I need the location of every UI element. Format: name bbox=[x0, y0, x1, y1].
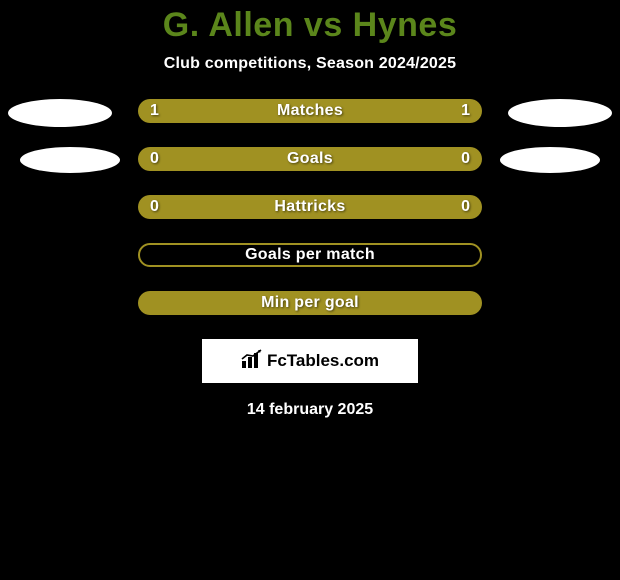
stat-label: Hattricks bbox=[274, 198, 345, 216]
player-left-disc bbox=[8, 99, 112, 127]
stat-row-matches: 1 Matches 1 bbox=[0, 99, 620, 123]
stat-value-left: 1 bbox=[150, 102, 159, 120]
stat-value-left: 0 bbox=[150, 150, 159, 168]
stat-row-hattricks: 0 Hattricks 0 bbox=[0, 195, 620, 219]
player-right-disc bbox=[508, 99, 612, 127]
stat-label: Matches bbox=[277, 102, 343, 120]
stat-value-right: 0 bbox=[461, 198, 470, 216]
stat-row-goals: 0 Goals 0 bbox=[0, 147, 620, 171]
stats-container: 1 Matches 1 0 Goals 0 0 Hattricks 0 Goal… bbox=[0, 99, 620, 315]
stat-bar: Min per goal bbox=[138, 291, 482, 315]
stat-bar: Goals per match bbox=[138, 243, 482, 267]
bar-chart-icon bbox=[241, 349, 263, 374]
page-title: G. Allen vs Hynes bbox=[0, 0, 620, 45]
stat-bar: 0 Hattricks 0 bbox=[138, 195, 482, 219]
subtitle: Club competitions, Season 2024/2025 bbox=[0, 55, 620, 73]
stat-row-goals-per-match: Goals per match bbox=[0, 243, 620, 267]
stat-value-right: 0 bbox=[461, 150, 470, 168]
player-left-disc bbox=[20, 147, 120, 173]
brand-text: FcTables.com bbox=[267, 351, 379, 371]
stat-label: Goals per match bbox=[245, 246, 375, 264]
player-right-disc bbox=[500, 147, 600, 173]
brand-box[interactable]: FcTables.com bbox=[202, 339, 418, 383]
stat-value-left: 0 bbox=[150, 198, 159, 216]
brand-inner: FcTables.com bbox=[241, 349, 379, 374]
stat-value-right: 1 bbox=[461, 102, 470, 120]
stat-row-min-per-goal: Min per goal bbox=[0, 291, 620, 315]
stat-bar: 1 Matches 1 bbox=[138, 99, 482, 123]
stat-bar: 0 Goals 0 bbox=[138, 147, 482, 171]
stat-label: Goals bbox=[287, 150, 333, 168]
footer-date: 14 february 2025 bbox=[0, 401, 620, 419]
stat-label: Min per goal bbox=[261, 294, 359, 312]
